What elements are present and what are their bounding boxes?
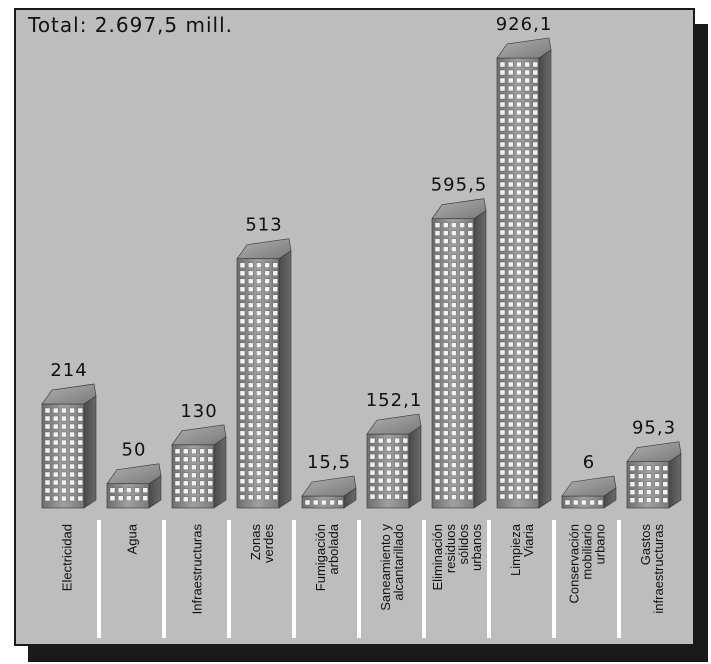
bar-6 bbox=[431, 198, 487, 509]
category-label: Eliminaciónresiduossólidosurbanos bbox=[430, 524, 484, 591]
category-label: LimpiezaViaria bbox=[508, 523, 536, 576]
bar-side bbox=[538, 49, 552, 509]
bar-8 bbox=[561, 475, 617, 509]
bar-roof bbox=[626, 441, 682, 462]
bar-4 bbox=[301, 475, 357, 509]
chart-frame bbox=[14, 8, 695, 646]
bar-side bbox=[668, 453, 682, 509]
bar-roof bbox=[561, 475, 617, 497]
value-label: 214 bbox=[50, 360, 87, 381]
category-label: Gastosinfraestructuras bbox=[638, 524, 666, 614]
bar-roof bbox=[431, 198, 487, 219]
category-separators bbox=[97, 520, 621, 638]
category-labels: Electricidad Agua Infraestructuras Zonasver… bbox=[60, 523, 667, 614]
value-label: 15,5 bbox=[307, 452, 351, 473]
category-label: Fumigaciónarbolada bbox=[313, 523, 341, 591]
bar-side bbox=[83, 395, 97, 509]
bar-2 bbox=[171, 424, 227, 509]
bar-side bbox=[408, 425, 422, 509]
bar-roof bbox=[496, 37, 552, 59]
category-label: Infraestructuras bbox=[190, 524, 205, 615]
value-label: 6 bbox=[583, 452, 595, 473]
bars-group: 214 50 130 513 15,5 152,1 595,5 926,1 6 95,3 bbox=[41, 14, 682, 509]
bar-5 bbox=[366, 413, 422, 509]
bar-1 bbox=[106, 463, 162, 509]
bar-7 bbox=[496, 37, 552, 509]
bar-roof bbox=[366, 413, 422, 435]
bar-3 bbox=[236, 238, 292, 509]
category-label: Saneamiento yalcantarillado bbox=[378, 524, 406, 611]
category-label: Electricidad bbox=[60, 524, 75, 591]
value-label: 50 bbox=[122, 440, 147, 461]
value-label: 95,3 bbox=[632, 418, 676, 439]
bar-roof bbox=[301, 475, 357, 497]
category-label: Agua bbox=[125, 523, 140, 554]
chart-title: Total: 2.697,5 mill. bbox=[27, 13, 233, 37]
bar-side bbox=[213, 436, 227, 509]
bar-0 bbox=[41, 383, 97, 509]
category-label: Conservaciónmobiliariourbano bbox=[567, 524, 608, 604]
value-label: 926,1 bbox=[496, 14, 553, 35]
value-label: 595,5 bbox=[431, 175, 488, 196]
bar-side bbox=[278, 250, 292, 509]
value-label: 513 bbox=[245, 215, 282, 236]
bar-side bbox=[473, 210, 487, 509]
bar-roof bbox=[106, 463, 162, 485]
bar-9 bbox=[626, 441, 682, 509]
category-label: Zonasverdes bbox=[248, 524, 276, 564]
value-label: 130 bbox=[180, 401, 217, 422]
bar-chart: Total: 2.697,5 mill. 214 50 130 513 15,5 152,… bbox=[27, 13, 682, 638]
value-label: 152,1 bbox=[366, 390, 423, 411]
bar-roof bbox=[236, 238, 292, 260]
bar-roof bbox=[171, 424, 227, 446]
bar-roof bbox=[41, 383, 97, 405]
